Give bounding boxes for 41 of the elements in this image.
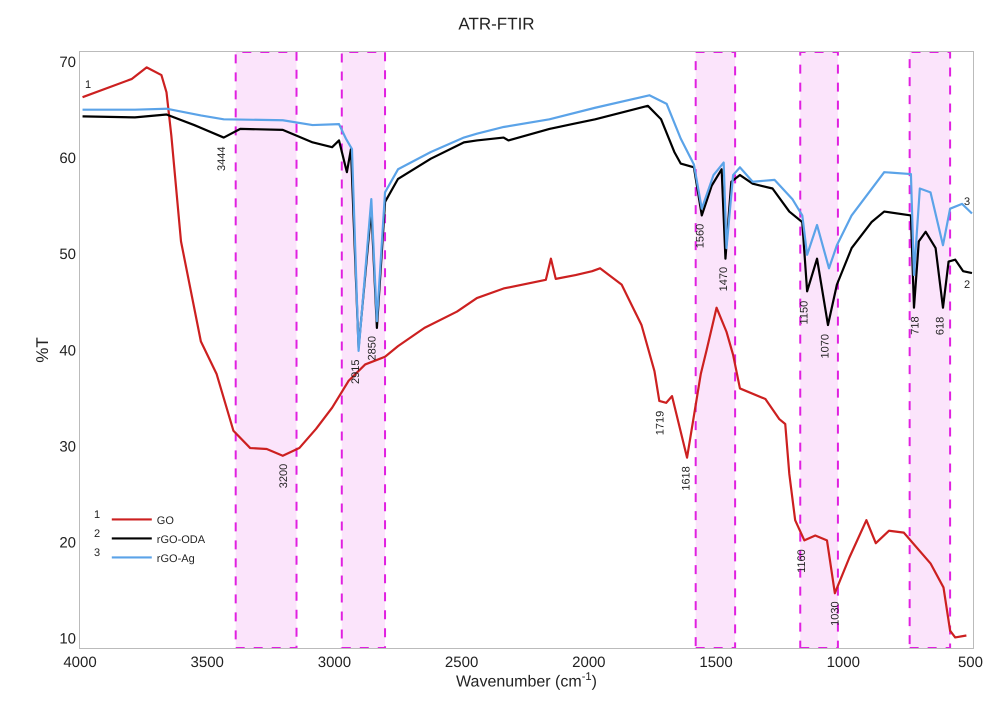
annotation: 3 <box>964 196 970 208</box>
annotation: 1560 <box>694 224 706 248</box>
x-tick-label: 4000 <box>63 654 97 671</box>
y-axis-title: %T <box>32 337 52 363</box>
annotation: 618 <box>934 316 947 336</box>
annotation: 1160 <box>796 549 808 573</box>
x-tick-label: 3000 <box>318 654 352 671</box>
legend-label: rGO-Ag <box>156 552 195 565</box>
chart-title: ATR-FTIR <box>458 14 535 34</box>
annotation: 2 <box>964 279 970 291</box>
annotation: 1030 <box>829 601 842 626</box>
annotation: 1 <box>94 509 100 521</box>
annotation: 2 <box>94 528 100 540</box>
annotation: 3 <box>94 547 100 559</box>
y-tick-label: 70 <box>59 54 76 71</box>
y-tick-label: 30 <box>59 438 76 456</box>
x-tick-label: 2500 <box>444 654 478 671</box>
y-tick-label: 60 <box>59 150 76 167</box>
x-tick-label: 2000 <box>572 654 606 671</box>
annotation: 1618 <box>680 466 692 491</box>
x-tick-label: 1000 <box>826 654 860 671</box>
annotation: 1 <box>85 79 92 91</box>
y-tick-label: 50 <box>59 246 76 264</box>
annotation: 2850 <box>366 336 379 360</box>
annotation: 1470 <box>718 266 730 292</box>
x-axis-title: Wavenumber (cm$^{-1}$) <box>456 671 597 691</box>
annotation: 1150 <box>798 300 811 324</box>
annotation: 1070 <box>819 334 832 358</box>
annotation: 3200 <box>278 464 290 488</box>
x-tick-label: 500 <box>958 654 983 671</box>
legend-label: rGO-ODA <box>156 534 206 546</box>
annotation: 1719 <box>654 410 666 436</box>
annotation: 2915 <box>350 360 362 384</box>
y-tick-label: 20 <box>59 534 76 552</box>
legend-label: GO <box>156 514 174 527</box>
x-tick-label: 1500 <box>699 654 733 671</box>
x-tick-label: 3500 <box>190 654 224 671</box>
y-tick-label: 40 <box>59 342 76 360</box>
y-tick-label: 10 <box>59 630 76 648</box>
annotation: 3444 <box>216 146 228 172</box>
annotation: 718 <box>909 316 922 335</box>
